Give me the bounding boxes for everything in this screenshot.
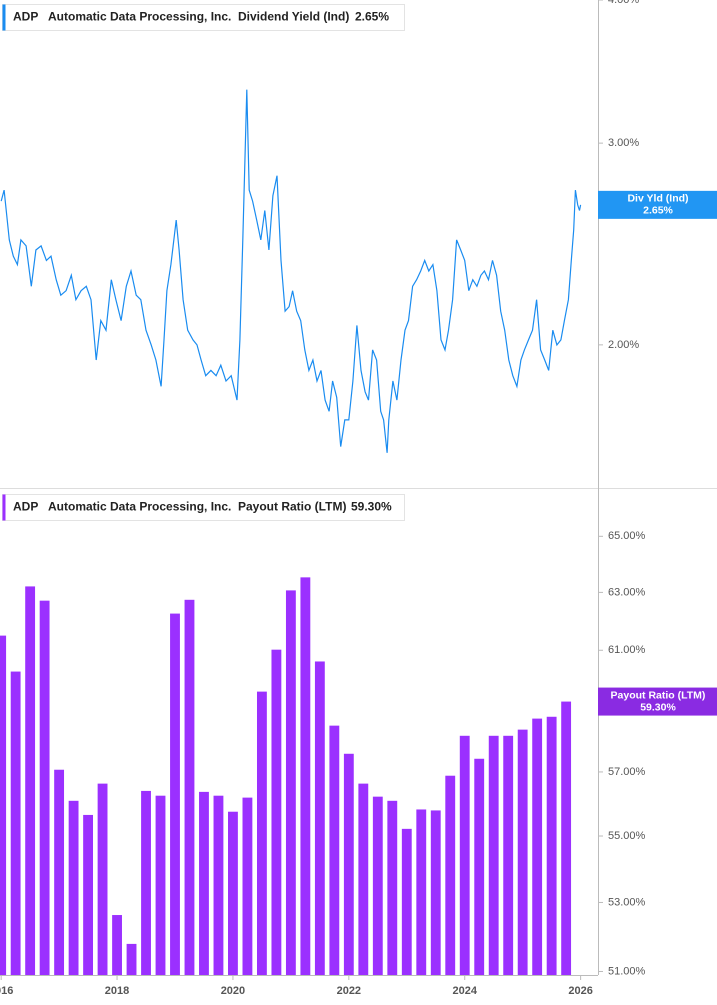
bar xyxy=(25,586,36,975)
legend-ticker: ADP xyxy=(13,10,38,24)
bar xyxy=(141,790,151,975)
y-tick-label: 61.00% xyxy=(608,644,646,656)
bar xyxy=(155,795,166,975)
bar xyxy=(271,649,282,975)
bar xyxy=(532,718,543,975)
legend-swatch xyxy=(2,494,6,521)
y-tick-label: 53.00% xyxy=(608,896,646,908)
legend-box xyxy=(2,494,405,521)
bar xyxy=(401,828,412,975)
legend-company: Automatic Data Processing, Inc. xyxy=(48,500,231,514)
legend-value: 59.30% xyxy=(351,500,392,514)
bar xyxy=(0,635,7,975)
bar xyxy=(39,600,50,975)
y-tick-label: 51.00% xyxy=(608,965,646,977)
bar xyxy=(228,811,238,975)
bar xyxy=(329,725,340,975)
bar xyxy=(97,783,108,975)
tag-title: Payout Ratio (LTM) xyxy=(611,689,706,701)
bar xyxy=(445,775,456,975)
bar xyxy=(10,671,21,975)
bar xyxy=(199,791,209,975)
bar xyxy=(112,915,122,975)
x-tick-label: 2022 xyxy=(337,985,361,997)
bar xyxy=(430,810,441,975)
y-tick-label: 57.00% xyxy=(608,766,646,778)
legend-box xyxy=(2,4,405,31)
legend-value: 2.65% xyxy=(355,10,389,24)
x-tick-label: 2026 xyxy=(568,985,592,997)
bar xyxy=(416,809,427,975)
bar xyxy=(170,613,180,975)
bar xyxy=(517,729,528,975)
bar xyxy=(546,716,557,975)
tag-value: 2.65% xyxy=(643,205,673,217)
bar xyxy=(285,590,296,975)
legend-series: Dividend Yield (Ind) xyxy=(238,10,349,24)
bar xyxy=(314,661,325,975)
bar xyxy=(387,800,398,975)
bar xyxy=(83,814,94,975)
bar xyxy=(256,691,267,975)
bar xyxy=(54,769,65,975)
y-tick-label: 63.00% xyxy=(608,586,646,598)
bar xyxy=(561,701,572,975)
x-tick-label: 2018 xyxy=(105,985,129,997)
legend-company: Automatic Data Processing, Inc. xyxy=(48,10,231,24)
bar xyxy=(343,753,354,975)
bar xyxy=(242,797,253,975)
x-tick-label: 2016 xyxy=(0,985,13,997)
bar xyxy=(474,758,485,975)
legend-series: Payout Ratio (LTM) xyxy=(238,500,346,514)
y-tick-label: 4.00% xyxy=(608,0,639,6)
bar xyxy=(300,577,311,975)
y-tick-label: 2.00% xyxy=(608,339,639,351)
bar xyxy=(126,943,137,975)
bar xyxy=(358,783,369,975)
y-tick-label: 55.00% xyxy=(608,830,646,842)
value-tag xyxy=(598,190,717,219)
bar xyxy=(213,795,224,975)
tag-title: Div Yld (Ind) xyxy=(627,193,688,205)
legend-ticker: ADP xyxy=(13,500,38,514)
bar xyxy=(488,735,499,975)
value-tag xyxy=(598,687,717,716)
x-tick-label: 2024 xyxy=(452,985,477,997)
tag-value: 59.30% xyxy=(640,701,676,713)
x-tick-label: 2020 xyxy=(221,985,245,997)
bar xyxy=(184,599,195,975)
legend-swatch xyxy=(2,4,6,31)
bar xyxy=(372,796,383,975)
bar xyxy=(68,800,79,975)
bar xyxy=(459,735,470,975)
line xyxy=(0,89,582,453)
y-tick-label: 65.00% xyxy=(608,530,646,542)
y-tick-label: 3.00% xyxy=(608,137,639,149)
bar xyxy=(503,735,514,975)
